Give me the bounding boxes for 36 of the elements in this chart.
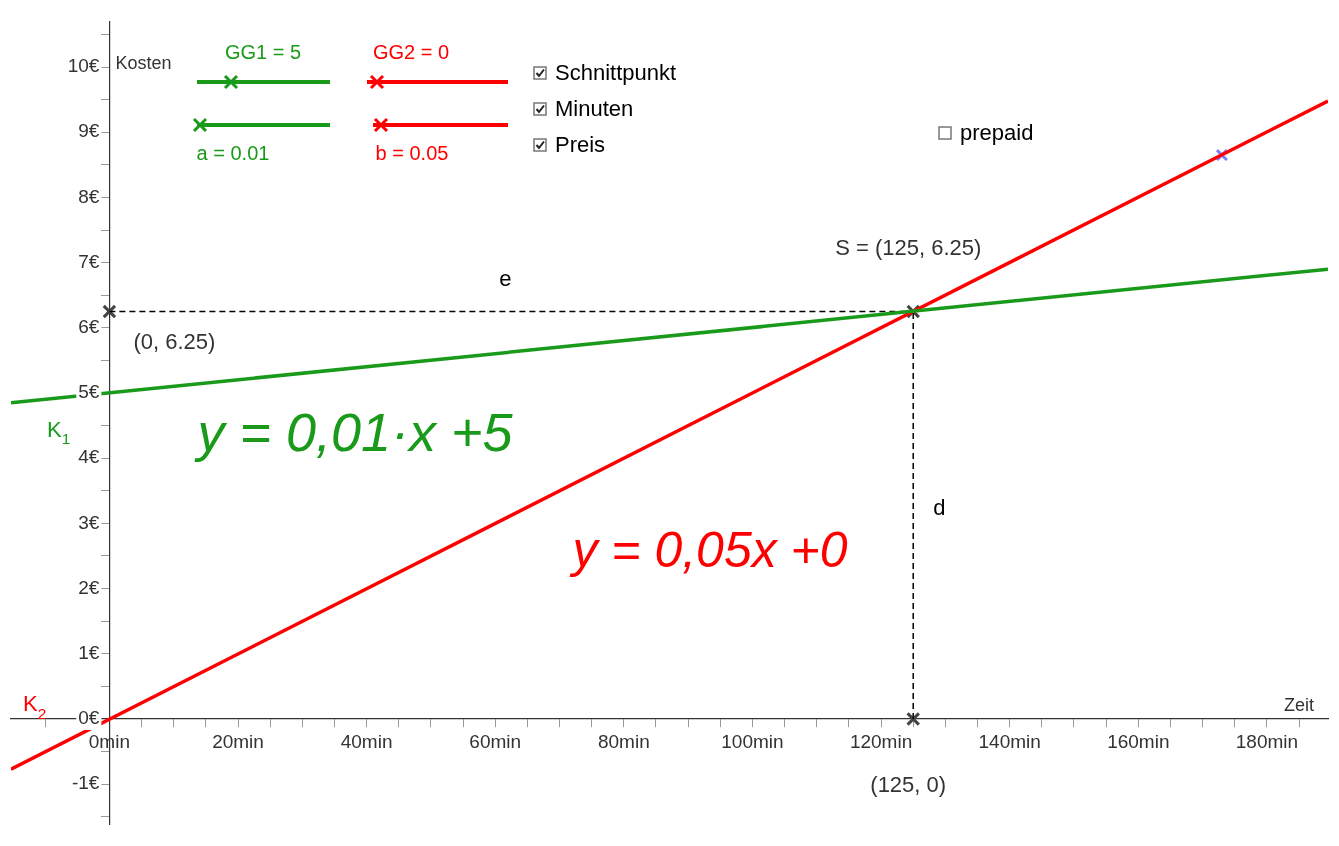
annotation: GG2 = 0 [372, 40, 450, 64]
y-tick-label: 6€ [78, 316, 100, 338]
annotation: b = 0.05 [375, 141, 449, 165]
annotation: (0, 6.25) [133, 328, 216, 355]
y-tick-label: 10€ [67, 55, 100, 77]
y-tick-label: 1€ [78, 642, 100, 664]
annotation: Minuten [555, 96, 634, 122]
annotation: prepaid [960, 120, 1034, 146]
x-axis-title: Zeit [1283, 694, 1314, 715]
y-tick-label: 2€ [78, 576, 100, 598]
x-tick-label: 120min [849, 730, 913, 752]
x-tick-label: 60min [469, 730, 522, 752]
series-label: e [499, 265, 512, 291]
x-tick-label: 80min [597, 730, 650, 752]
x-tick-label: 140min [978, 730, 1041, 752]
annotation: a = 0.01 [196, 141, 270, 165]
x-tick-label: 40min [340, 730, 393, 752]
x-tick-label: 100min [721, 730, 784, 752]
y-tick-label: 9€ [78, 120, 100, 142]
annotation: S = (125, 6.25) [835, 234, 982, 261]
y-tick-label: 8€ [78, 185, 100, 207]
annotation: GG1 = 5 [224, 40, 302, 64]
y-tick-label: 0€ [78, 707, 100, 729]
x-tick-label: 180min [1235, 730, 1299, 752]
y-tick-label: 7€ [78, 250, 100, 272]
y-tick-label: 3€ [78, 511, 100, 533]
y-axis-title: Kosten [115, 53, 172, 74]
y-tick-label: 5€ [78, 381, 100, 403]
x-tick-label: 20min [212, 730, 264, 752]
annotation: (125, 0) [870, 771, 947, 798]
series-label: d [933, 495, 946, 521]
y-tick-label: 4€ [78, 446, 100, 468]
annotation: Schnittpunkt [555, 60, 677, 86]
y-tick-label: -1€ [71, 772, 100, 794]
annotation: Preis [555, 132, 606, 158]
x-tick-label: 160min [1107, 730, 1170, 752]
